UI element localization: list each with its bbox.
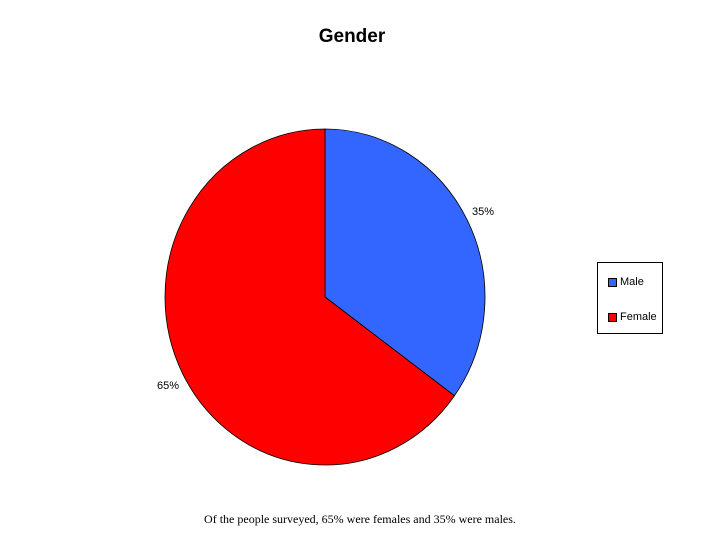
pie-slice-labels: 35% 65%: [157, 206, 494, 392]
chart-caption: Of the people surveyed, 65% were females…: [204, 512, 516, 526]
legend-item-male: Male: [608, 275, 644, 289]
legend-swatch-female: [608, 312, 617, 322]
pie-slice-female: [164, 128, 455, 466]
legend-item-female: Female: [608, 310, 657, 324]
chart-title: Gender: [318, 26, 386, 47]
legend-label-male: Male: [620, 276, 644, 288]
legend: Male Female: [597, 262, 663, 334]
legend-label-female: Female: [620, 311, 657, 323]
slice-label-female: 65%: [157, 380, 179, 392]
pie-slices: [164, 128, 486, 466]
pie-slice-male: [324, 128, 486, 397]
legend-swatch-male: [608, 277, 617, 287]
slice-label-male: 35%: [472, 206, 494, 218]
